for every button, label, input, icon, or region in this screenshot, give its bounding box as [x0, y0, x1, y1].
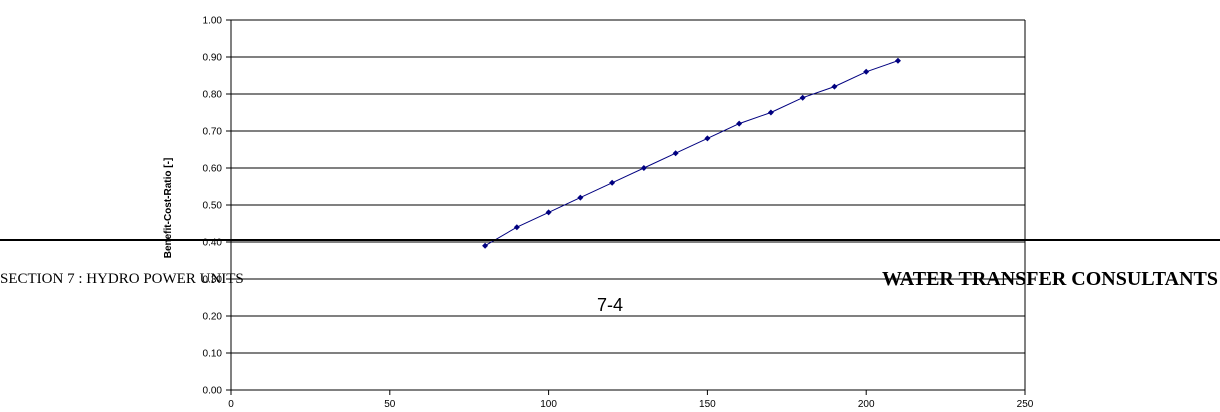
x-tick-labels: 0 50 100 150 200 250	[228, 399, 1034, 410]
x-tick-label: 100	[540, 399, 557, 410]
y-tick-label: 0.20	[203, 312, 223, 323]
y-axis-label: Benefit-Cost-Ratio [-]	[163, 158, 174, 259]
gridlines	[231, 19, 1025, 354]
footer-rule	[0, 239, 1220, 241]
data-point	[831, 83, 838, 90]
company-name: WATER TRANSFER CONSULTANTS	[881, 268, 1218, 290]
y-tick-label: 0.80	[203, 90, 223, 101]
y-tick-label: 0.90	[203, 53, 223, 64]
data-point	[545, 209, 552, 216]
data-point	[736, 120, 743, 127]
y-tick-labels: 0.00 0.10 0.20 0.30 0.40 0.50 0.60 0.70 0.80 0.90…	[203, 16, 223, 397]
y-tick-label: 0.50	[203, 201, 223, 212]
section-title: SECTION 7 : HYDRO POWER UNITS	[0, 271, 244, 287]
data-point	[767, 109, 774, 116]
y-tick-label: 0.30	[203, 275, 223, 286]
page-number: 7-4	[597, 295, 624, 315]
x-tick-label: 0	[228, 399, 234, 410]
data-point	[672, 150, 679, 157]
y-tick-label: 0.10	[203, 349, 223, 360]
y-tick-label: 0.40	[203, 238, 223, 249]
axes	[226, 19, 1026, 395]
data-point	[894, 57, 901, 64]
y-tick-label: 1.00	[203, 16, 223, 27]
series-group	[482, 57, 901, 249]
data-point	[609, 179, 616, 186]
data-point	[482, 242, 489, 249]
data-point	[704, 135, 711, 142]
data-point	[640, 165, 647, 171]
x-tick-label: 200	[858, 399, 875, 410]
x-tick-label: 250	[1017, 399, 1034, 410]
y-tick-label: 0.60	[203, 164, 223, 175]
data-point	[799, 94, 806, 101]
series-line	[484, 60, 899, 247]
data-point	[863, 68, 870, 75]
data-point	[577, 194, 584, 201]
x-tick-label: 50	[384, 399, 396, 410]
x-tick-label: 150	[699, 399, 716, 410]
y-tick-label: 0.00	[203, 386, 223, 397]
data-point	[513, 224, 520, 231]
y-tick-label: 0.70	[203, 127, 223, 138]
